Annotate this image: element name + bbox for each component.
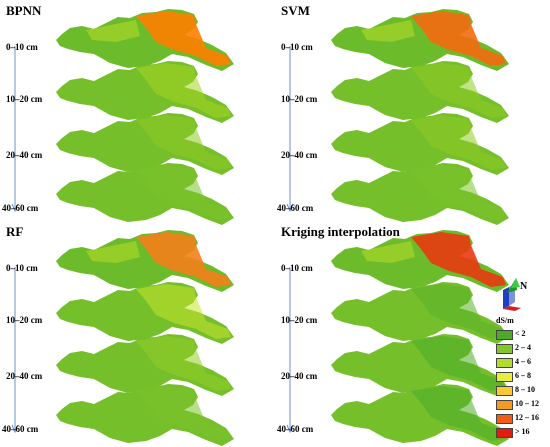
legend-item: > 16 [496,427,550,438]
map-panel: SVM 0–10 cm 10–20 cm 20–40 cm 40–60 cm [275,0,550,225]
legend-label: 10 – 12 [515,399,539,408]
depth-label: 40–60 cm [2,424,39,434]
depth-label: 10–20 cm [6,315,43,325]
legend-label: 12 – 16 [515,413,539,422]
legend-label: 4 – 6 [515,357,531,366]
depth-arrow [286,46,294,213]
map-panel: RF 0–10 cm 10–20 cm 20–40 cm 40–60 cm [0,221,275,446]
depth-label: 40–60 cm [277,424,314,434]
depth-label: 40–60 cm [2,203,39,213]
north-arrow-icon [503,278,521,311]
map-panel: BPNN 0–10 cm 10–20 cm 20–40 cm 40–60 cm [0,0,275,225]
legend-swatch [496,400,513,410]
salinity-map [56,113,234,175]
legend-swatch [496,414,513,424]
depth-arrow [11,267,19,434]
legend-swatch [496,358,513,368]
salinity-map [331,163,509,225]
panel-title: BPNN [6,3,42,18]
north-label: N [520,281,528,292]
legend-label: 2 – 4 [515,343,531,352]
depth-label: 10–20 cm [281,315,318,325]
salinity-map [56,384,234,446]
panel-title: SVM [281,3,310,18]
legend-item: 8 – 10 [496,385,550,396]
north-arrow: N [499,276,539,312]
salinity-map [56,282,234,344]
panel-title: Kriging interpolation [281,224,400,239]
salinity-map [331,9,509,71]
legend-swatch [496,372,513,382]
panel-title: RF [6,224,24,239]
map-panel: Kriging interpolation 0–10 cm 10–20 cm 20–4… [275,221,550,446]
depth-label: 10–20 cm [6,94,43,104]
depth-label: 40–60 cm [277,203,314,213]
depth-label: 0–10 cm [281,42,313,52]
depth-label: 0–10 cm [6,42,38,52]
salinity-map [331,113,509,175]
legend-swatch [496,386,513,396]
salinity-map [331,334,509,396]
depth-arrow [11,46,19,213]
depth-label: 20–40 cm [281,371,318,381]
depth-label: 20–40 cm [281,150,318,160]
legend-swatch [496,344,513,354]
legend-unit: dS/m [496,316,514,325]
legend-item: 2 – 4 [496,343,550,354]
legend-swatch [496,428,513,438]
legend-swatch [496,330,513,340]
legend-label: 8 – 10 [515,385,535,394]
legend-item: 6 – 8 [496,371,550,382]
salinity-map [331,61,509,123]
salinity-map [331,230,509,292]
legend-label: 6 – 8 [515,371,531,380]
depth-label: 10–20 cm [281,94,318,104]
legend-item: 10 – 12 [496,399,550,410]
legend-item: < 2 [496,329,550,340]
salinity-map [331,384,509,446]
salinity-map [331,282,509,344]
depth-label: 0–10 cm [6,263,38,273]
depth-label: 20–40 cm [6,371,43,381]
salinity-map [56,9,234,71]
legend-item: 4 – 6 [496,357,550,368]
salinity-map [56,230,234,292]
salinity-map [56,61,234,123]
legend-label: < 2 [515,329,526,338]
legend-item: 12 – 16 [496,413,550,424]
salinity-map [56,163,234,225]
salinity-map [56,334,234,396]
depth-label: 20–40 cm [6,150,43,160]
depth-label: 0–10 cm [281,263,313,273]
depth-arrow [286,267,294,434]
legend-label: > 16 [515,427,530,436]
